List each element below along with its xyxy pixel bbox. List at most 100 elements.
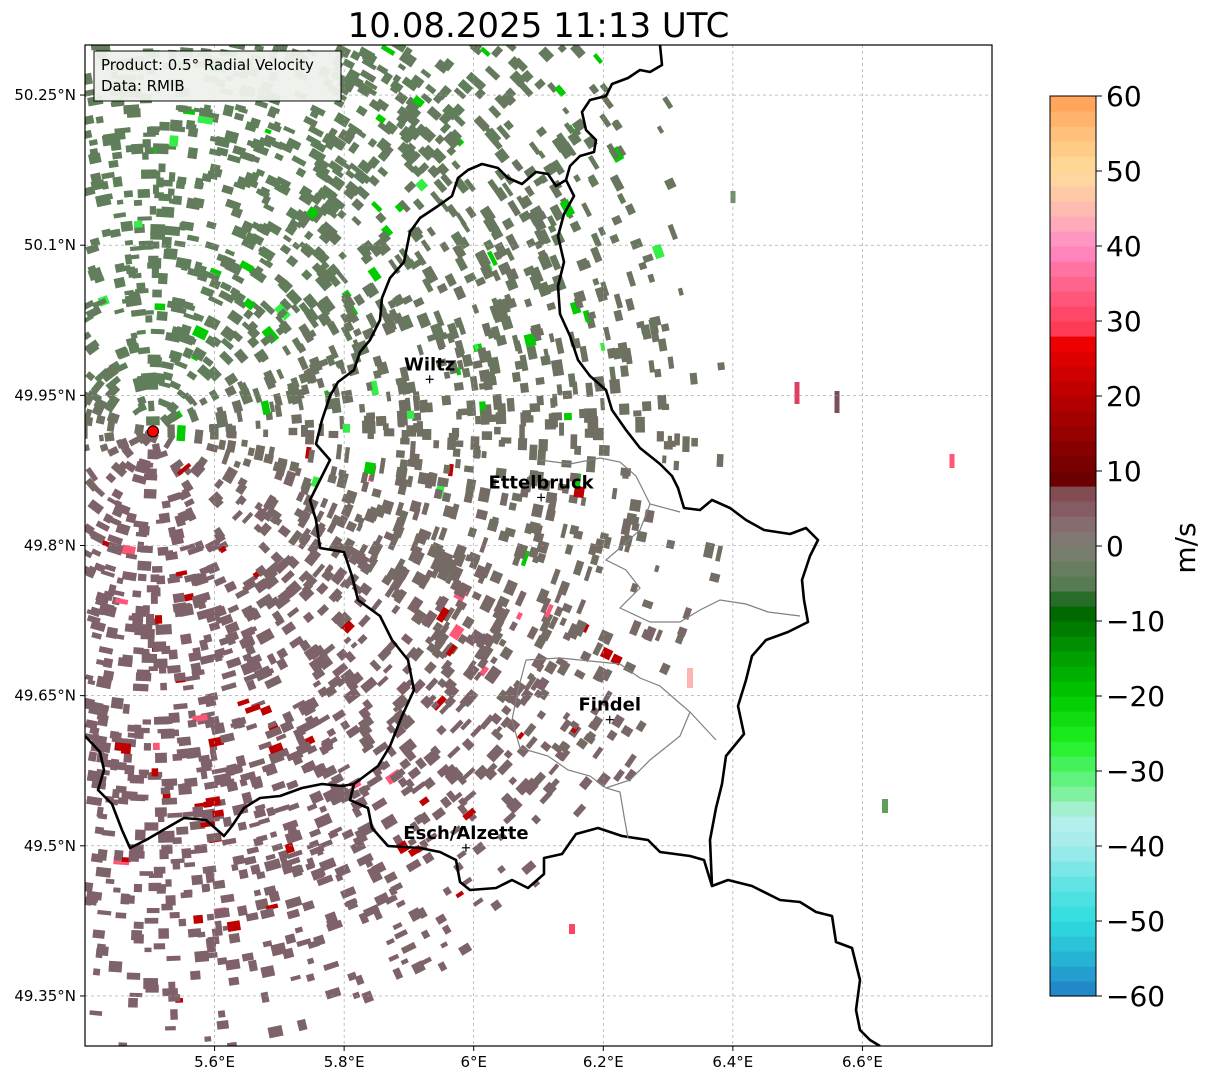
colorbar-bin bbox=[1050, 351, 1096, 367]
map-axes: 50.25°N 50.1°N 49.95°N 49.8°N 49.65°N 49.5°N 4… bbox=[14, 86, 883, 1071]
colorbar-bin bbox=[1050, 111, 1096, 127]
colorbar-bin bbox=[1050, 786, 1096, 802]
colorbar-bin bbox=[1050, 831, 1096, 847]
colorbar-bin bbox=[1050, 651, 1096, 667]
colorbar-bin bbox=[1050, 966, 1096, 982]
canton-border bbox=[511, 659, 629, 839]
colorbar-bin bbox=[1050, 546, 1096, 562]
luxembourg-national-border bbox=[308, 45, 881, 1046]
colorbar-bins bbox=[1050, 96, 1096, 997]
colorbar-bin bbox=[1050, 381, 1096, 397]
colorbar-bin bbox=[1050, 756, 1096, 772]
colorbar-bin bbox=[1050, 741, 1096, 757]
lon-tick-label: 6.4°E bbox=[712, 1053, 753, 1071]
lat-tick-label: 49.5°N bbox=[24, 837, 76, 855]
colorbar-tick-label: 0 bbox=[1106, 530, 1124, 563]
city-findel[interactable]: Findel bbox=[578, 695, 641, 724]
colorbar-bin bbox=[1050, 981, 1096, 997]
colorbar-bin bbox=[1050, 441, 1096, 457]
colorbar-bin bbox=[1050, 456, 1096, 472]
colorbar-bin bbox=[1050, 561, 1096, 577]
colorbar-bin bbox=[1050, 891, 1096, 907]
colorbar-bin bbox=[1050, 531, 1096, 547]
lon-tick-label: 5.8°E bbox=[324, 1053, 365, 1071]
colorbar-bin bbox=[1050, 621, 1096, 637]
colorbar-bin bbox=[1050, 636, 1096, 652]
colorbar-bin bbox=[1050, 486, 1096, 502]
velocity-echoes bbox=[85, 45, 955, 1046]
radar-site-layer bbox=[147, 425, 160, 438]
colorbar: 60 50 40 30 20 10 0 −10 −20 −30 −40 −50 −60 m/s bbox=[1049, 80, 1202, 1013]
colorbar-bin bbox=[1050, 201, 1096, 217]
colorbar-bin bbox=[1050, 906, 1096, 922]
colorbar-label: m/s bbox=[1169, 522, 1202, 573]
colorbar-bin bbox=[1050, 96, 1096, 112]
lat-tick-label: 49.95°N bbox=[14, 386, 76, 404]
colorbar-bin bbox=[1050, 366, 1096, 382]
colorbar-bin bbox=[1050, 771, 1096, 787]
colorbar-bin bbox=[1050, 936, 1096, 952]
borders bbox=[85, 45, 881, 1046]
map-panel[interactable]: Wiltz Ettelbruck Findel Esch/Alzette Produc… bbox=[78, 38, 993, 1049]
colorbar-bin bbox=[1050, 141, 1096, 157]
colorbar-tick-label: 60 bbox=[1106, 80, 1142, 113]
info-product: Product: 0.5° Radial Velocity bbox=[101, 56, 314, 74]
colorbar-bin bbox=[1050, 396, 1096, 412]
colorbar-tick-label: 50 bbox=[1106, 155, 1142, 188]
city-markers: Wiltz Ettelbruck Findel Esch/Alzette bbox=[403, 354, 641, 852]
luxembourg-eastern-border bbox=[556, 179, 820, 887]
colorbar-bin bbox=[1050, 951, 1096, 967]
colorbar-bin bbox=[1050, 261, 1096, 277]
colorbar-bin bbox=[1050, 666, 1096, 682]
colorbar-bin bbox=[1050, 411, 1096, 427]
colorbar-bin bbox=[1050, 606, 1096, 622]
colorbar-bin bbox=[1050, 171, 1096, 187]
info-box: Product: 0.5° Radial Velocity Data: RMIB bbox=[93, 50, 342, 102]
lat-tick-label: 49.65°N bbox=[14, 687, 76, 705]
colorbar-bin bbox=[1050, 471, 1096, 487]
colorbar-bin bbox=[1050, 516, 1096, 532]
colorbar-tick-label: 30 bbox=[1106, 305, 1142, 338]
colorbar-tick-label: −30 bbox=[1106, 755, 1165, 788]
lat-tick-label: 49.35°N bbox=[14, 987, 76, 1005]
colorbar-bin bbox=[1050, 591, 1096, 607]
city-ettelbruck[interactable]: Ettelbruck bbox=[489, 472, 595, 502]
canton-border bbox=[604, 503, 801, 623]
city-esch-alzette[interactable]: Esch/Alzette bbox=[403, 823, 529, 852]
lon-tick-label: 6.2°E bbox=[583, 1053, 624, 1071]
colorbar-bin bbox=[1050, 126, 1096, 142]
colorbar-tick-label: 20 bbox=[1106, 380, 1142, 413]
city-wiltz[interactable]: Wiltz bbox=[404, 354, 455, 384]
lat-tick-label: 49.8°N bbox=[24, 537, 76, 555]
map-title: 10.08.2025 11:13 UTC bbox=[347, 6, 730, 46]
lat-tick-label: 50.1°N bbox=[24, 236, 76, 254]
colorbar-bin bbox=[1050, 696, 1096, 712]
colorbar-bin bbox=[1050, 321, 1096, 337]
colorbar-tick-label: −20 bbox=[1106, 680, 1165, 713]
colorbar-bin bbox=[1050, 846, 1096, 862]
western-national-border bbox=[85, 735, 355, 850]
lat-tick-label: 50.25°N bbox=[14, 86, 76, 104]
colorbar-bin bbox=[1050, 576, 1096, 592]
colorbar-bin bbox=[1050, 306, 1096, 322]
colorbar-bin bbox=[1050, 681, 1096, 697]
colorbar-bin bbox=[1050, 711, 1096, 727]
lon-tick-label: 6.6°E bbox=[842, 1053, 883, 1071]
colorbar-tick-label: 10 bbox=[1106, 455, 1142, 488]
colorbar-tick-label: −60 bbox=[1106, 980, 1165, 1013]
colorbar-bin bbox=[1050, 291, 1096, 307]
colorbar-bin bbox=[1050, 801, 1096, 817]
colorbar-bin bbox=[1050, 336, 1096, 352]
radar-site-marker[interactable] bbox=[147, 425, 160, 438]
colorbar-bin bbox=[1050, 816, 1096, 832]
colorbar-tick-label: −50 bbox=[1106, 905, 1165, 938]
lon-tick-label: 6°E bbox=[460, 1053, 487, 1071]
city-label: Findel bbox=[578, 695, 641, 716]
colorbar-bin bbox=[1050, 501, 1096, 517]
colorbar-bin bbox=[1050, 216, 1096, 232]
city-label: Wiltz bbox=[404, 354, 455, 375]
colorbar-bin bbox=[1050, 276, 1096, 292]
colorbar-ticks: 60 50 40 30 20 10 0 −10 −20 −30 −40 −50 −60 bbox=[1096, 80, 1165, 1013]
city-label: Ettelbruck bbox=[489, 472, 595, 493]
